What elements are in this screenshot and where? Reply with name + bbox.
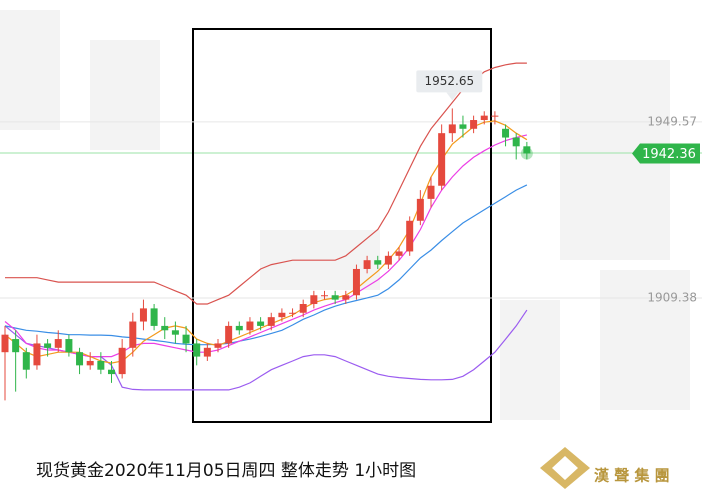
candle-body [438,133,446,186]
candle-body [267,317,275,326]
candle-body [502,128,510,138]
candle-body [512,137,520,147]
candle-body [278,312,286,318]
candle-body [65,339,73,353]
candle-body [289,312,297,314]
chart-title: 现货黄金2020年11月05日周四 整体走势 1小时图 [36,461,416,481]
candle-body [470,120,478,129]
candle-body [44,343,52,348]
candle-body [523,146,531,154]
last-price-tag [632,143,700,164]
max-label-pointer [446,92,459,101]
candle-body [246,321,254,331]
candle-body [86,360,94,366]
y-tick-label: 1949.57 [647,114,697,128]
candle-body [76,352,84,366]
logo: 漢 聲 集 團 [540,447,670,489]
candle-body [214,343,222,348]
candle-body [12,339,20,353]
indicator-line [4,184,528,346]
candle-body [352,268,360,296]
candle-body [257,321,265,326]
candle-body [1,334,9,353]
candle-body [150,308,158,326]
candle-body [427,185,435,199]
candle-body [193,343,201,357]
candle-body [416,198,424,221]
max-label-box [416,70,483,93]
candle-body [491,115,499,117]
candle-body [22,352,30,370]
indicator-line [4,134,528,358]
highlight-box [192,28,492,423]
last-price-glow [520,147,533,160]
y-tick-label: 1909.38 [647,290,697,304]
candle-body [331,295,339,300]
candle-body [129,321,137,348]
candle-body [118,347,126,375]
candle-body [97,360,105,370]
candle-body [225,325,233,344]
candle-body [395,251,403,256]
candle-body [459,124,467,129]
candle-body [139,308,147,322]
candle-body [480,115,488,121]
candle-body [310,295,318,305]
max-label: 1952.65 [424,74,474,88]
candle-body [374,260,382,265]
candle-body [33,343,41,366]
candle-body [342,295,350,300]
candle-body [108,369,115,375]
candle-body [406,220,414,252]
candle-body [203,347,211,357]
logo-text: 漢 聲 集 團 [594,467,670,485]
candle-body [235,325,243,331]
candle-body [321,295,328,297]
candle-body [448,124,456,134]
candle-body [299,304,307,313]
candle-body [171,330,179,335]
candle-body [54,339,62,348]
indicator-line [4,309,528,391]
candle-body [182,334,190,344]
last-price-label: 1942.36 [642,147,696,162]
candle-body [384,255,392,265]
candle-body [363,260,371,269]
indicator-line [5,62,527,305]
plot: 1909.38 1949.57 1952.65 1942.36 [0,62,702,401]
candle-body [161,325,169,331]
